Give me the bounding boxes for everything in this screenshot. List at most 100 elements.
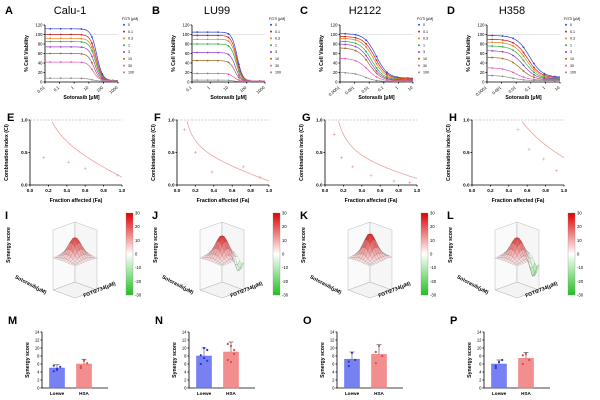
series-line-3 xyxy=(192,52,265,82)
legend-item: 10 xyxy=(275,57,279,61)
ci-point xyxy=(369,173,373,177)
data-point xyxy=(91,78,93,81)
data-point xyxy=(354,33,357,36)
data-point xyxy=(206,72,209,75)
data-point xyxy=(491,67,494,69)
y-axis-label: % Cell Viability xyxy=(24,35,30,72)
individual-point xyxy=(233,348,236,352)
individual-point xyxy=(202,346,206,350)
y-tick-label: 4 xyxy=(479,369,482,374)
y-tick-label: 10 xyxy=(330,345,335,350)
y-tick-label: 80 xyxy=(480,41,485,46)
x-tick-label: 0.2 xyxy=(192,188,199,193)
individual-point xyxy=(206,348,209,352)
y-tick-label: 0 xyxy=(479,385,482,390)
data-point xyxy=(59,40,62,43)
colorbar-tick-label: 10 xyxy=(282,238,287,243)
data-point xyxy=(227,79,230,82)
y-tick-label: 14 xyxy=(35,329,40,334)
data-point xyxy=(344,47,347,50)
y-tick-label: 60 xyxy=(333,51,338,56)
legend-item: 100 xyxy=(423,71,429,75)
synergy-bar-panel-O: O 0 2 4 6 8 10 12 14 Synergy score Loewe HSA xyxy=(303,315,403,396)
y-tick-label: 40 xyxy=(185,60,190,65)
x-category-label: Loewe xyxy=(50,391,65,396)
colorbar-tick-label: 30 xyxy=(282,211,287,216)
individual-point xyxy=(494,366,497,370)
ci-point xyxy=(258,175,262,179)
y-tick-label: 6 xyxy=(332,361,335,366)
individual-point xyxy=(86,362,89,365)
legend-item: 1 xyxy=(423,43,425,47)
data-point xyxy=(206,79,209,82)
data-point xyxy=(512,54,514,57)
x-tick-label: 1000 xyxy=(255,85,266,95)
individual-point xyxy=(374,350,377,354)
y-tick-label: 20 xyxy=(185,70,190,75)
data-point xyxy=(91,61,93,64)
synergy-bar-panel-P: P 0 2 4 6 8 10 12 14 Synergy score Loewe HSA xyxy=(450,315,550,396)
legend-item: 0 xyxy=(128,23,130,27)
colorbar-tick-label: 20 xyxy=(135,224,140,229)
panel-letter: P xyxy=(450,315,457,327)
x-tick-label: 0.0 xyxy=(27,188,34,193)
individual-point xyxy=(521,362,524,366)
y-tick-label: 0 xyxy=(187,79,190,84)
data-point xyxy=(533,73,535,76)
data-point xyxy=(344,32,347,35)
y-tick-label: 1.0 xyxy=(316,118,323,123)
series-line-3 xyxy=(340,43,413,81)
legend-marker xyxy=(418,51,420,53)
y-axis-label: Sotorasib(μM) xyxy=(161,274,195,296)
legend-marker xyxy=(270,30,272,33)
y-tick-label: 6 xyxy=(37,361,40,366)
y-tick-label: 2 xyxy=(184,377,187,382)
ci-point xyxy=(527,147,531,151)
panel-title: H358 xyxy=(499,5,525,17)
data-point xyxy=(206,38,209,41)
y-tick-label: 0.5 xyxy=(21,150,28,155)
ci-point xyxy=(332,132,336,136)
y-axis-label: Combination index (CI) xyxy=(446,124,452,181)
data-point xyxy=(217,72,219,75)
individual-point xyxy=(521,354,524,357)
data-point xyxy=(533,76,535,79)
legend-marker xyxy=(270,64,272,67)
colorbar-tick-label: -30 xyxy=(430,293,437,298)
legend-marker xyxy=(565,30,567,33)
x-tick-label: 0.0 xyxy=(469,188,476,193)
x-axis-label: Fraction affected (Fa) xyxy=(197,198,250,204)
data-point xyxy=(111,80,114,82)
data-point xyxy=(375,66,378,69)
data-point xyxy=(533,66,535,69)
panel-letter: L xyxy=(447,210,454,222)
ci-curve xyxy=(51,121,123,178)
data-point xyxy=(80,33,83,36)
legend-marker xyxy=(123,57,125,60)
panel-letter: N xyxy=(155,315,163,327)
ci-point xyxy=(516,128,520,132)
ci-curve xyxy=(521,121,565,159)
data-point xyxy=(512,49,514,52)
data-point xyxy=(238,70,240,73)
x-axis-label: Sotorasib [μM] xyxy=(505,95,542,101)
data-point xyxy=(70,33,72,36)
data-point xyxy=(227,40,230,43)
y-tick-label: 8 xyxy=(184,353,187,358)
colorbar-tick-label: -20 xyxy=(135,279,142,284)
data-point xyxy=(354,42,357,45)
y-axis-label: Synergy score xyxy=(467,342,473,378)
x-axis-label: Sotorasib [μM] xyxy=(210,95,247,101)
data-point xyxy=(522,51,525,54)
individual-point xyxy=(350,351,354,354)
individual-point xyxy=(528,358,531,362)
legend-item: 0.3 xyxy=(275,37,280,41)
individual-point xyxy=(374,362,377,365)
combination-index-panel-E: E 0.0 0.5 1.0 0.0 0.2 0.4 0.6 0.8 1.0 Combination … xyxy=(4,112,126,204)
data-point xyxy=(354,49,357,52)
series-line-10 xyxy=(192,60,265,82)
y-tick-label: 10 xyxy=(182,345,187,350)
